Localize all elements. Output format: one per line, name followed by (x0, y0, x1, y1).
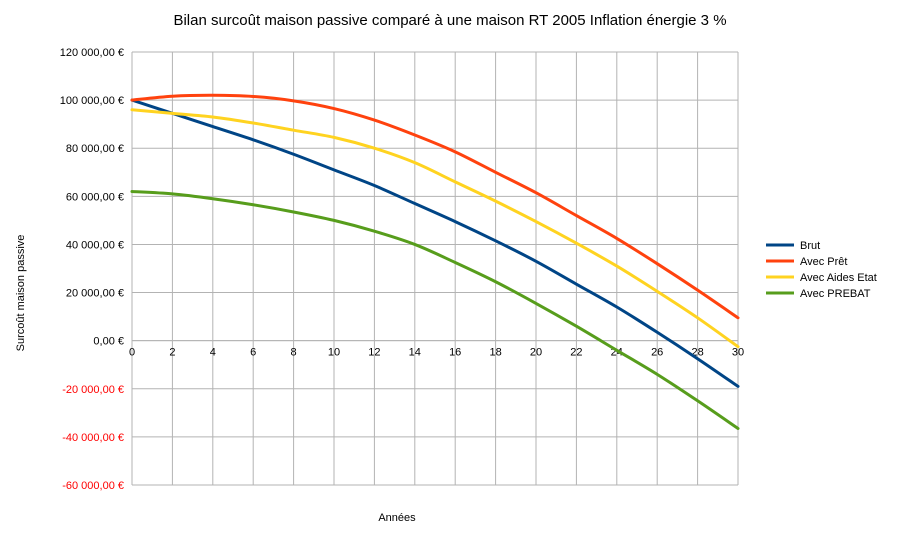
legend-label-avec-pret: Avec Prêt (800, 256, 848, 268)
series-line-avec-pret (130, 93, 740, 320)
series-line-brut (130, 98, 740, 388)
x-tick-label: 12 (368, 347, 380, 359)
legend-label-avec-aides-etat: Avec Aides Etat (800, 272, 877, 284)
legend-label-brut: Brut (800, 240, 820, 252)
x-tick-label: 6 (250, 347, 256, 359)
grid (131, 51, 739, 486)
series-lines (130, 93, 740, 430)
x-tick-label: 16 (449, 347, 461, 359)
y-axis-ticks: 120 000,00 € 100 000,00 € 80 000,00 € 60 00… (60, 47, 124, 492)
y-tick-label: -20 000,00 € (62, 384, 124, 396)
x-tick-label: 14 (409, 347, 421, 359)
series-line-avec-aides-etat (130, 108, 740, 349)
x-tick-label: 4 (210, 347, 216, 359)
x-tick-label: 8 (291, 347, 297, 359)
x-axis-label: Années (378, 512, 416, 524)
legend-label-avec-prebat: Avec PREBAT (800, 288, 871, 300)
x-tick-label: 10 (328, 347, 340, 359)
y-tick-label: 0,00 € (93, 336, 124, 348)
series-line-avec-prebat (130, 190, 740, 430)
x-tick-label: 18 (489, 347, 501, 359)
y-tick-label: -60 000,00 € (62, 480, 124, 492)
y-tick-label: 100 000,00 € (60, 95, 124, 107)
y-tick-label: 120 000,00 € (60, 47, 124, 59)
legend: Brut Avec Prêt Avec Aides Etat Avec PREBAT (766, 240, 877, 300)
y-tick-label: -40 000,00 € (62, 432, 124, 444)
chart-title: Bilan surcoût maison passive comparé à u… (173, 12, 726, 29)
x-tick-label: 26 (651, 347, 663, 359)
y-tick-label: 60 000,00 € (66, 191, 124, 203)
x-tick-label: 30 (732, 347, 744, 359)
x-tick-label: 20 (530, 347, 542, 359)
y-axis-label: Surcoût maison passive (15, 235, 27, 352)
y-tick-label: 20 000,00 € (66, 288, 124, 300)
x-tick-label: 2 (169, 347, 175, 359)
x-tick-label: 0 (129, 347, 135, 359)
y-tick-label: 80 000,00 € (66, 143, 124, 155)
x-tick-label: 22 (570, 347, 582, 359)
y-tick-label: 40 000,00 € (66, 239, 124, 251)
x-axis-ticks: 0 2 4 6 8 10 12 14 16 18 20 22 24 26 28 30 (129, 347, 744, 359)
